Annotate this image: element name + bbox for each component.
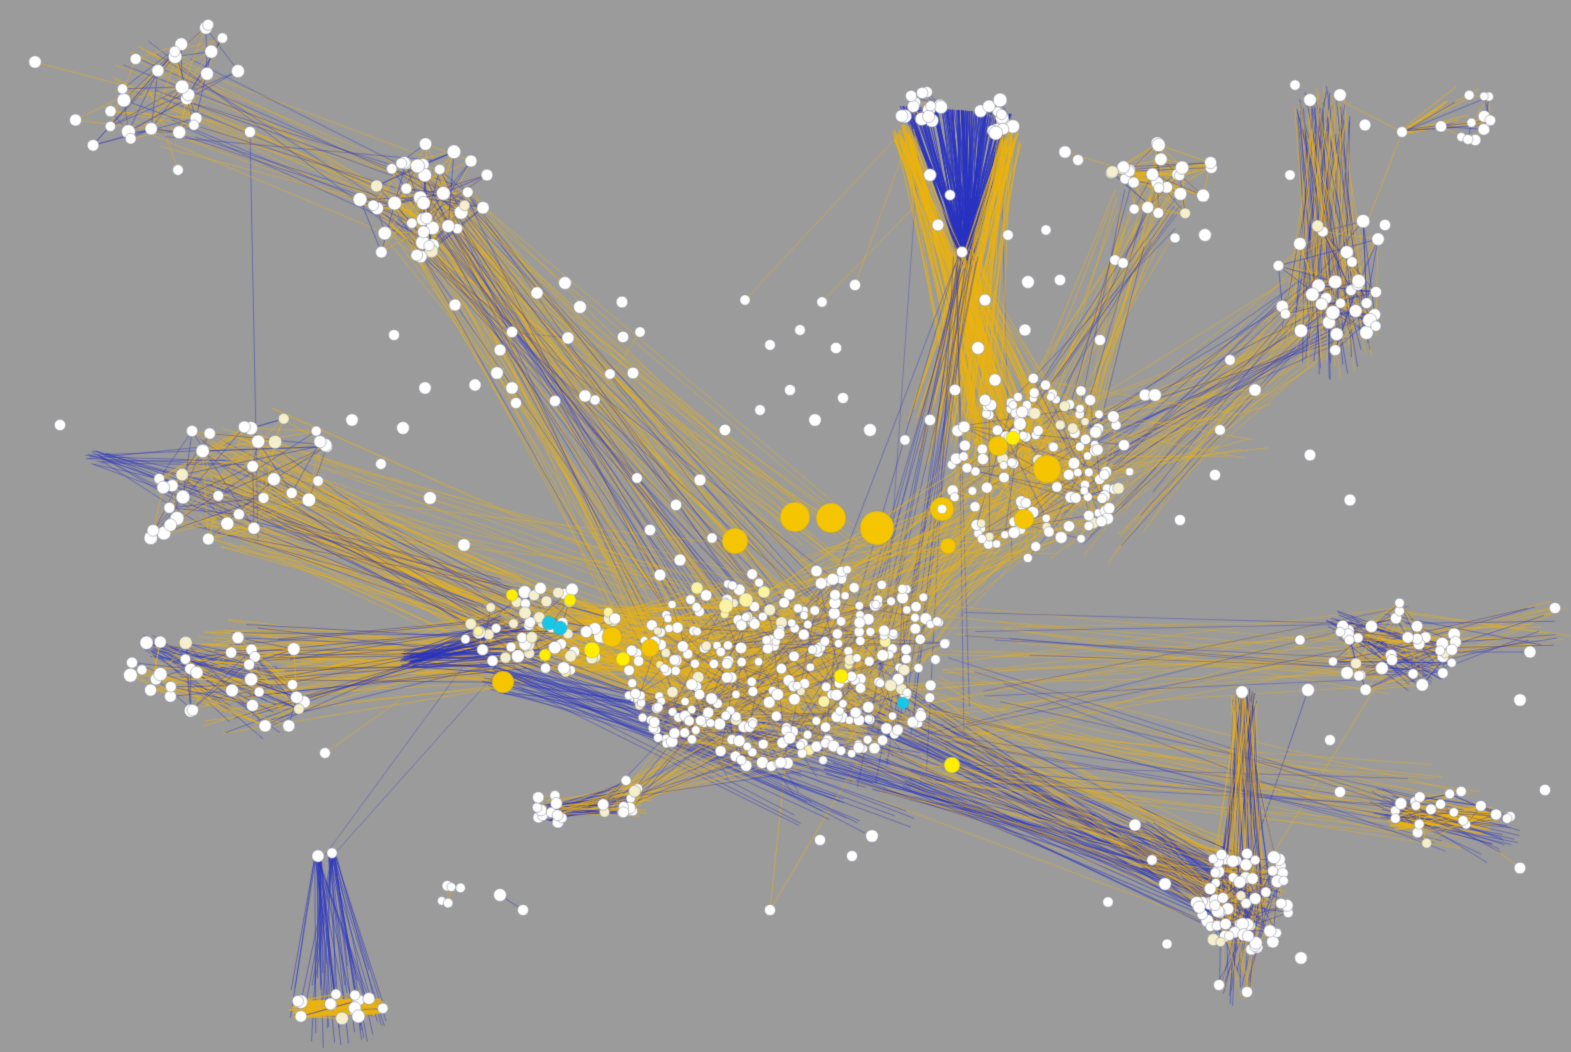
network-graph-canvas[interactable] [0, 0, 1571, 1052]
graph-viewport [0, 0, 1571, 1052]
